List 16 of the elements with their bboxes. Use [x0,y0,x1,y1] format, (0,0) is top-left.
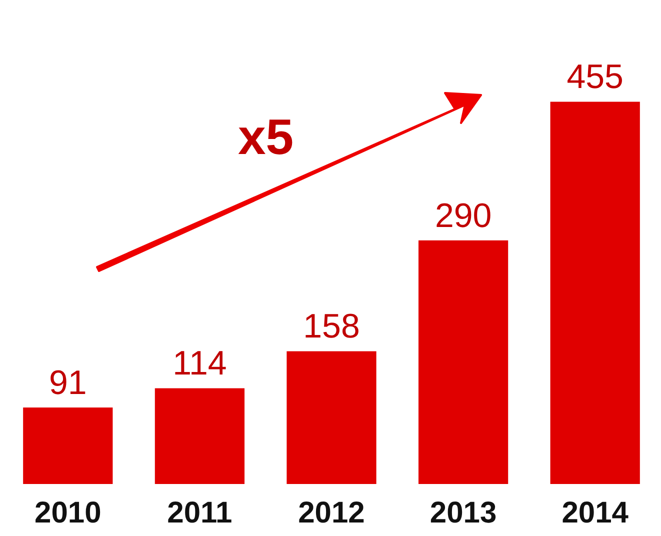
x-tick-label: 2014 [562,496,629,530]
data-label: 158 [303,308,360,346]
data-label: 91 [48,364,87,402]
bar [154,388,245,484]
annotation: x5 [238,108,294,166]
x-tick-label: 2011 [167,496,232,530]
data-label: 455 [566,58,624,96]
bar [23,408,113,484]
x-tick-label: 2010 [34,496,102,530]
bar [286,351,376,484]
x-tick-label: 2013 [430,496,497,530]
x-tick-label: 2012 [298,496,365,530]
bar [550,102,640,484]
data-label: 290 [434,196,492,235]
data-label: 114 [172,344,227,383]
bar [418,240,508,484]
